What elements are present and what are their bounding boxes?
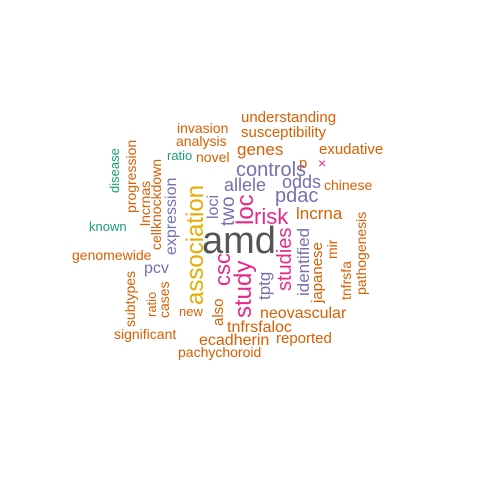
word-reported: reported [276,330,332,347]
word-progression: progression [123,139,139,213]
word-novel: novel [196,149,230,165]
word-x: × [318,155,327,171]
word-expression: expression [163,177,180,255]
word-genomewide: genomewide [72,247,152,263]
word-invasion: invasion [177,120,229,136]
word-loc: loc [232,194,259,225]
word-amd: amd [202,220,276,262]
word-controls: controls [236,159,307,181]
word-also: also [210,298,227,326]
word-pathogenesis: pathogenesis [353,211,369,295]
word-known: known [89,219,127,234]
word-studies: studies [274,227,296,291]
word-allele: allele [224,175,267,195]
word-ratio-top: ratio [167,148,193,163]
word-analysis: analysis [176,133,227,149]
word-ecadherin: ecadherin [199,332,270,349]
word-pachychoroid: pachychoroid [178,344,262,360]
word-p: p [299,155,308,172]
word-pdac: pdac [275,185,319,207]
word-cellknockdown: cellknockdown [148,158,164,250]
word-lncrna: lncrna [296,204,343,223]
word-genes: genes [237,140,284,159]
word-neovascular: neovascular [260,305,347,322]
word-pcv: pcv [144,260,169,277]
word-japanese: japanese [309,242,326,303]
word-new: new [179,304,203,319]
word-exudative: exudative [319,141,384,158]
word-odds: odds [282,172,322,192]
word-susceptibility: susceptibility [241,124,327,141]
word-understanding: understanding [241,109,337,126]
word-tnfrsfa: tnfrsfa [338,261,354,300]
word-disease: disease [107,148,122,193]
word-mir: mir [324,239,340,259]
word-study: study [230,260,257,318]
word-cases: cases [156,281,172,318]
word-chinese: chinese [324,177,373,193]
word-risk: risk [254,204,289,229]
word-tnfrsfaloc: tnfrsfaloc [227,319,292,336]
word-tptg: tptg [255,271,274,300]
word-subtypes: subtypes [122,270,138,327]
word-significant: significant [114,326,177,342]
